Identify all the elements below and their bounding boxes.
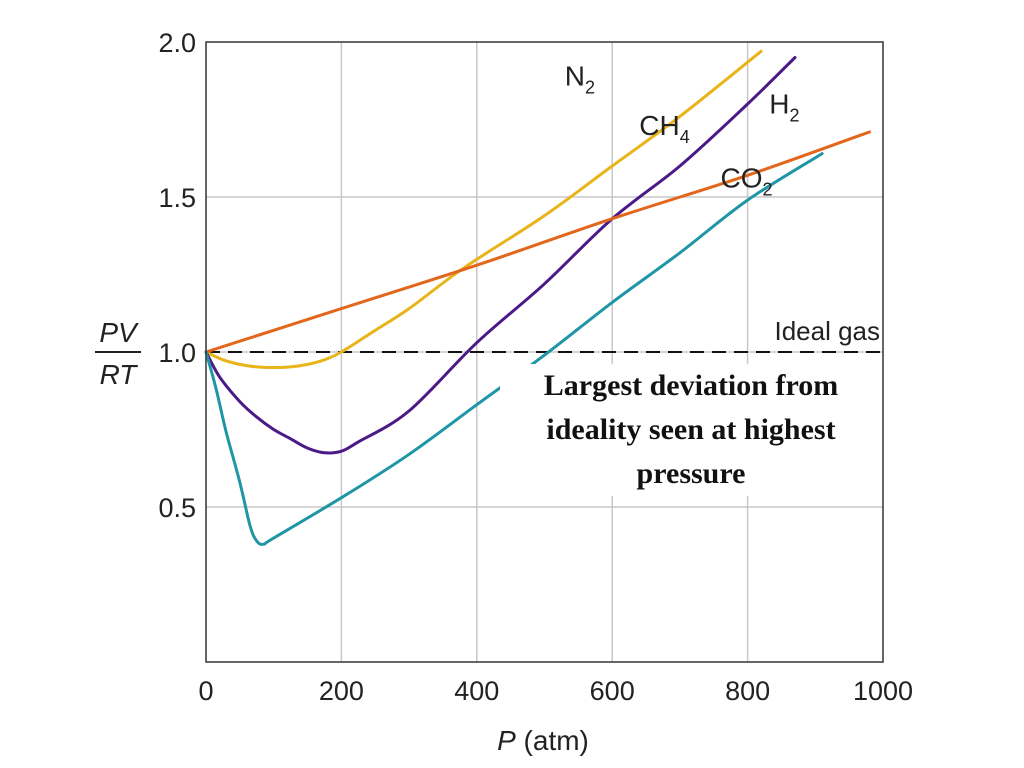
y-tick-label-1.5: 1.5 [158,183,196,213]
series-lines [204,49,871,546]
y-tick-label-2.0: 2.0 [158,28,196,58]
x-tick-label-400: 400 [454,676,499,706]
series-label-ch4: CH4 [639,110,689,147]
ideal-gas-reference: Ideal gas [206,316,883,353]
x-tick-label-200: 200 [319,676,364,706]
x-tick-label-600: 600 [590,676,635,706]
y-tick-label-1.0: 1.0 [158,338,196,368]
series-line-h2 [204,130,871,354]
y-axis-title-numerator: PV [99,317,139,348]
series-label-co2: CO2 [721,163,773,200]
plot-frame [205,41,884,663]
y-tick-label-0.5: 0.5 [158,493,196,523]
series-line-co2 [204,152,824,546]
ideal-gas-label: Ideal gas [774,316,880,346]
x-axis-title: P (atm) [497,725,589,756]
series-labels: N2 CH4 H2 CO2 [565,60,800,199]
series-line-ch4 [204,56,797,455]
series-label-h2: H2 [769,88,799,125]
series-line-n2 [204,49,763,369]
y-axis-title: PV RT [95,317,141,390]
series-label-n2: N2 [565,60,595,97]
deviation-annotation: Largest deviation from ideality seen at … [500,364,882,496]
x-tick-label-0: 0 [198,676,213,706]
tick-labels: 0 200 400 600 800 1000 0.5 1.0 1.5 2.0 [158,28,913,706]
x-tick-label-800: 800 [725,676,770,706]
x-tick-label-1000: 1000 [853,676,913,706]
y-axis-title-denominator: RT [100,359,139,390]
